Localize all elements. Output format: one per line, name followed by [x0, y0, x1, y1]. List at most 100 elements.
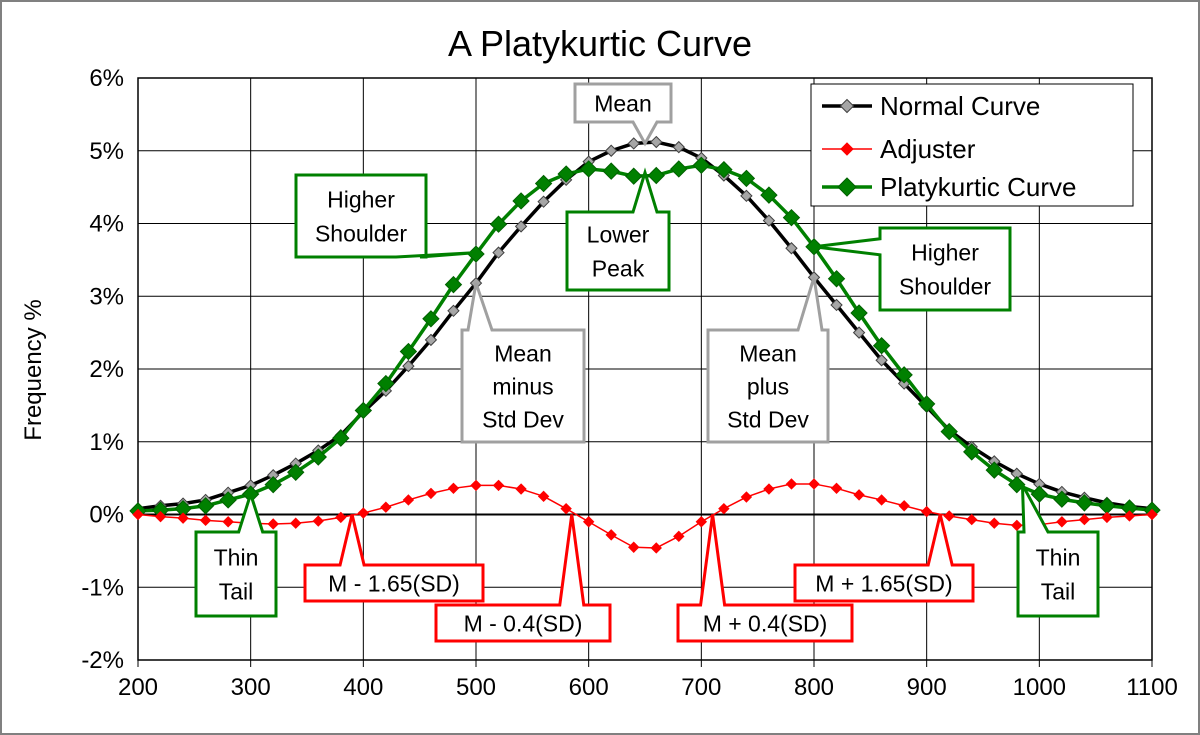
adjuster-point — [267, 518, 279, 530]
callout-m-minus-04sd: M - 0.4(SD) — [434, 514, 612, 643]
callout-text: Peak — [592, 255, 645, 281]
platykurtic-point — [264, 475, 282, 494]
adjuster-point — [943, 510, 955, 522]
adjuster-point — [470, 479, 482, 492]
platykurtic-point — [827, 270, 846, 288]
adjuster-point — [785, 478, 798, 490]
normal-point — [672, 140, 686, 154]
callout-box — [460, 282, 586, 444]
platykurtic-point — [1008, 475, 1026, 494]
adjuster-point — [312, 515, 324, 527]
x-tick-label: 500 — [456, 674, 496, 701]
callout-box — [303, 514, 485, 603]
adjuster-point — [875, 494, 888, 506]
y-tick-label: 6% — [89, 65, 124, 92]
adjuster-point — [988, 517, 1000, 529]
adjuster-point — [335, 511, 347, 524]
platykurtic-point — [760, 186, 778, 204]
annotations: Mean Higher Shoulder Lower Peak Higher Shoulde… — [194, 82, 1100, 643]
x-tick-label: 1000 — [1013, 674, 1066, 701]
callout-text: Mean — [594, 90, 652, 116]
adjuster-point — [628, 541, 640, 553]
callout-mean-minus-sd: Mean minus Std Dev — [460, 282, 586, 444]
adjuster-point — [1101, 511, 1113, 524]
callout-text: Std Dev — [482, 406, 564, 432]
normal-point — [537, 195, 550, 208]
legend-marker — [839, 98, 855, 114]
callout-text: Std Dev — [727, 406, 809, 432]
callout-text: plus — [747, 373, 789, 399]
adjuster-point — [177, 512, 189, 524]
series — [129, 135, 1161, 554]
callout-text: Tail — [219, 578, 254, 604]
adjuster-point — [1078, 513, 1091, 526]
x-tick-label: 300 — [231, 674, 271, 701]
callout-text: Thin — [214, 544, 259, 570]
adjuster-point — [695, 516, 708, 528]
callout-text: Higher — [911, 239, 979, 265]
platykurtic-point — [963, 443, 981, 461]
adjuster-point — [132, 508, 144, 521]
platykurtic-point — [940, 422, 958, 441]
x-tick-label: 1100 — [1126, 674, 1178, 701]
y-tick-label: -2% — [81, 647, 124, 674]
platykurtic-point — [647, 166, 665, 185]
legend-marker — [837, 177, 857, 197]
callout-box — [565, 167, 671, 292]
platykurtic-point — [422, 310, 440, 328]
legend-marker — [840, 142, 854, 156]
adjuster-point — [222, 516, 234, 528]
platykurtic-point — [579, 160, 598, 178]
plot-area-border — [137, 77, 1153, 661]
adjuster-point — [1146, 508, 1158, 521]
x-tick-label: 200 — [118, 674, 158, 701]
adjuster-point — [718, 502, 730, 515]
normal-point — [740, 189, 753, 203]
callout-m-plus-04sd: M + 0.4(SD) — [676, 514, 854, 643]
adjuster-point — [853, 489, 865, 501]
normal-point — [875, 354, 888, 367]
platykurtic-point — [670, 160, 688, 178]
callout-text: minus — [492, 373, 553, 399]
adjuster-point — [740, 491, 753, 503]
normal-point — [650, 135, 663, 149]
callout-m-plus-165sd: M + 1.65(SD) — [793, 514, 975, 603]
callout-box — [573, 82, 673, 147]
legend-label: Platykurtic Curve — [880, 172, 1077, 202]
callout-box — [1016, 483, 1100, 618]
adjuster-point — [808, 478, 820, 490]
callout-text: Lower — [587, 221, 650, 247]
callout-m-minus-165sd: M - 1.65(SD) — [303, 514, 485, 603]
y-axis-label: Frequency % — [20, 299, 47, 440]
platykurtic-point — [602, 162, 620, 180]
callout-higher-shoulder-right: Higher Shoulder — [813, 226, 1012, 312]
platykurtic-point — [332, 429, 350, 447]
adjuster-point — [1123, 510, 1136, 522]
callout-lower-peak: Lower Peak — [565, 167, 671, 292]
adjuster-point — [425, 487, 437, 500]
callout-text: M - 0.4(SD) — [464, 610, 583, 636]
adjuster-point — [290, 517, 302, 529]
callout-higher-shoulder-left: Higher Shoulder — [294, 173, 477, 259]
normal-point — [447, 304, 460, 318]
legend-entry: Normal Curve — [822, 91, 1040, 121]
platykurtic-point — [512, 192, 530, 210]
adjuster-point — [492, 479, 505, 492]
platykurtic-point — [1053, 490, 1071, 508]
callout-text: Shoulder — [899, 273, 991, 299]
callout-text: Tail — [1041, 578, 1076, 604]
callout-box — [793, 514, 975, 603]
platykurtic-point — [219, 491, 237, 509]
chart-title: A Platykurtic Curve — [448, 23, 752, 64]
legend: Normal Curve Adjuster Platykurtic Curve — [810, 83, 1134, 207]
platykurtic-point — [196, 497, 215, 515]
normal-point — [514, 220, 528, 233]
platykurtic-point — [444, 275, 463, 294]
x-tick-label: 600 — [569, 674, 609, 701]
x-tick-label: 400 — [343, 674, 383, 701]
adjuster-point — [582, 516, 595, 528]
adjuster-point — [920, 505, 933, 518]
adjuster-point — [515, 483, 527, 495]
